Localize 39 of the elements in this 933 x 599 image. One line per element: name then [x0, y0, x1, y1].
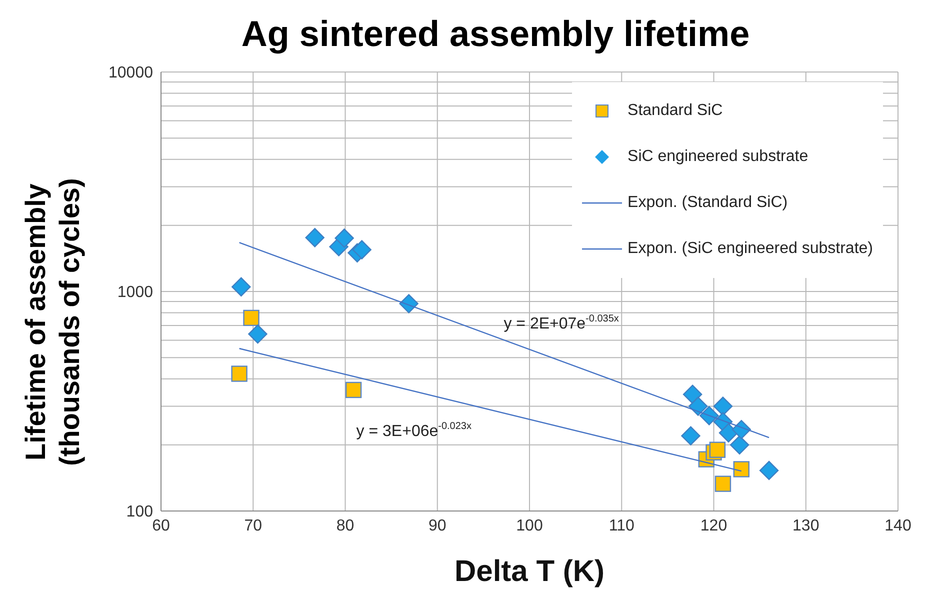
point [718, 423, 738, 442]
annotation: y = 3E+06e$^{-0.023x}$ [356, 421, 472, 440]
y-tick-label: 10000 [108, 64, 154, 82]
annotation: y = 2E+07e$^{-0.035x}$ [504, 314, 619, 333]
y-axis-title: Lifetime of assembly (thousands of cycles) [19, 177, 86, 468]
point [232, 277, 251, 296]
x-tick-label: 70 [244, 517, 262, 534]
x-tick-label: 90 [428, 517, 446, 534]
point [733, 461, 750, 478]
point [305, 228, 324, 248]
x-tick-label: 130 [792, 517, 820, 534]
legend-label: Expon. (Standard SiC) [628, 194, 788, 212]
legend-label: SiC engineered substrate [628, 148, 808, 166]
x-tick-label: 100 [516, 517, 543, 534]
point [730, 435, 750, 455]
point [681, 426, 700, 446]
point [243, 310, 260, 326]
point [334, 228, 354, 248]
point [231, 366, 248, 382]
x-tick-label: 110 [608, 517, 634, 534]
point [688, 396, 708, 416]
point [248, 324, 268, 344]
y-tick-label: 100 [126, 504, 154, 521]
point [709, 442, 726, 458]
point [714, 476, 732, 492]
y-tick-label: 1000 [117, 284, 154, 302]
legend-label: Standard SiC [628, 102, 723, 120]
legend-label: Expon. (SiC engineered substrate) [628, 240, 873, 258]
x-tick-label: 60 [152, 517, 170, 534]
point [345, 382, 362, 398]
x-tick-label: 140 [884, 517, 912, 534]
chart-title: Ag sintered assembly lifetime [240, 12, 751, 56]
x-tick-label: 120 [700, 517, 728, 534]
point [759, 460, 779, 480]
point [352, 240, 372, 260]
x-tick-label: 80 [336, 517, 354, 534]
point [713, 396, 733, 416]
point [682, 384, 702, 404]
x-axis-title: Delta T (K) [454, 555, 604, 588]
